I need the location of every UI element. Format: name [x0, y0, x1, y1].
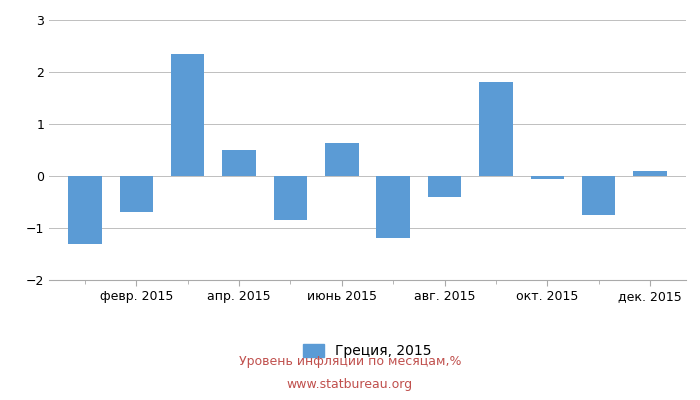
Legend: Греция, 2015: Греция, 2015 — [303, 344, 432, 358]
Text: www.statbureau.org: www.statbureau.org — [287, 378, 413, 391]
Bar — [531, 176, 564, 178]
Bar — [223, 150, 256, 176]
Bar — [274, 176, 307, 220]
Bar — [325, 143, 358, 176]
Bar — [171, 54, 204, 176]
Bar — [480, 82, 512, 176]
Bar — [428, 176, 461, 197]
Bar — [582, 176, 615, 215]
Bar — [120, 176, 153, 212]
Bar — [377, 176, 410, 238]
Text: Уровень инфляции по месяцам,%: Уровень инфляции по месяцам,% — [239, 356, 461, 368]
Bar — [634, 171, 666, 176]
Bar — [69, 176, 102, 244]
